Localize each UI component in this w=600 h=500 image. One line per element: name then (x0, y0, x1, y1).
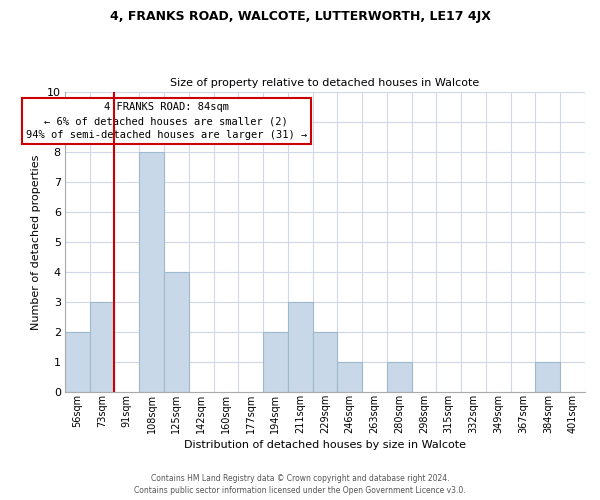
Bar (65, 332, 90, 392)
Bar (90, 302, 115, 392)
Bar (164, 272, 189, 392)
Y-axis label: Number of detached properties: Number of detached properties (31, 154, 41, 330)
Text: Contains HM Land Registry data © Crown copyright and database right 2024.
Contai: Contains HM Land Registry data © Crown c… (134, 474, 466, 495)
Bar (288, 302, 313, 392)
Text: 4 FRANKS ROAD: 84sqm
← 6% of detached houses are smaller (2)
94% of semi-detache: 4 FRANKS ROAD: 84sqm ← 6% of detached ho… (26, 102, 307, 140)
Bar (535, 362, 560, 392)
Text: 4, FRANKS ROAD, WALCOTE, LUTTERWORTH, LE17 4JX: 4, FRANKS ROAD, WALCOTE, LUTTERWORTH, LE… (110, 10, 490, 23)
Title: Size of property relative to detached houses in Walcote: Size of property relative to detached ho… (170, 78, 479, 88)
Bar (313, 332, 337, 392)
Bar (387, 362, 412, 392)
Bar (337, 362, 362, 392)
Bar (263, 332, 288, 392)
X-axis label: Distribution of detached houses by size in Walcote: Distribution of detached houses by size … (184, 440, 466, 450)
Bar (139, 152, 164, 392)
